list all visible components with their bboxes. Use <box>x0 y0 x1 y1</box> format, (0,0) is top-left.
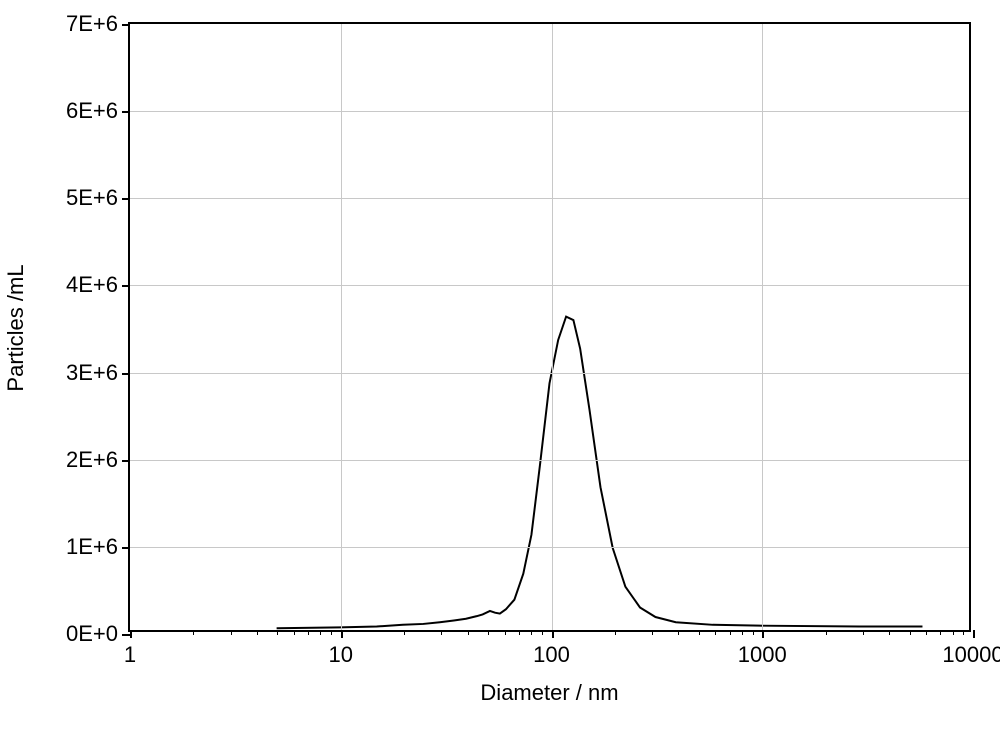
x-tick-minor <box>294 630 295 635</box>
x-tick-minor <box>308 630 309 635</box>
gridline-horizontal <box>130 111 969 112</box>
x-tick-minor <box>863 630 864 635</box>
y-tick-label: 4E+6 <box>66 272 130 298</box>
x-axis-label: Diameter / nm <box>400 680 700 706</box>
gridline-vertical <box>552 24 553 630</box>
x-tick-minor <box>468 630 469 635</box>
x-tick-label: 1 <box>124 630 136 668</box>
data-line-svg <box>130 24 969 630</box>
y-tick-label: 7E+6 <box>66 11 130 37</box>
gridline-horizontal <box>130 285 969 286</box>
x-tick-minor <box>277 630 278 635</box>
x-tick-minor <box>963 630 964 635</box>
x-tick-minor <box>889 630 890 635</box>
gridline-horizontal <box>130 198 969 199</box>
y-tick-label: 3E+6 <box>66 360 130 386</box>
series-particle-distribution <box>277 317 923 629</box>
y-tick-label: 0E+0 <box>66 621 130 647</box>
x-tick-label: 1000 <box>738 630 787 668</box>
x-tick-minor <box>953 630 954 635</box>
x-tick-minor <box>699 630 700 635</box>
x-tick-minor <box>519 630 520 635</box>
x-tick-minor <box>404 630 405 635</box>
particle-size-chart: 0E+0 1E+6 2E+6 3E+6 4E+6 5E+6 6E+6 7E+6 1 10 100 10… <box>0 0 1000 732</box>
y-tick-label: 6E+6 <box>66 98 130 124</box>
x-tick-label: 100 <box>533 630 570 668</box>
y-tick-label: 2E+6 <box>66 447 130 473</box>
x-tick-minor <box>488 630 489 635</box>
x-tick-minor <box>940 630 941 635</box>
x-tick-minor <box>730 630 731 635</box>
x-tick-minor <box>231 630 232 635</box>
gridline-horizontal <box>130 373 969 374</box>
x-tick-minor <box>531 630 532 635</box>
y-tick-label: 1E+6 <box>66 534 130 560</box>
y-axis-label: Particles /mL <box>3 228 29 428</box>
x-tick-minor <box>652 630 653 635</box>
x-tick-minor <box>753 630 754 635</box>
x-tick-label: 10 <box>329 630 353 668</box>
x-tick-minor <box>441 630 442 635</box>
x-tick-minor <box>826 630 827 635</box>
gridline-vertical <box>341 24 342 630</box>
y-tick-label: 5E+6 <box>66 185 130 211</box>
x-tick-minor <box>257 630 258 635</box>
x-tick-minor <box>542 630 543 635</box>
x-tick-minor <box>715 630 716 635</box>
x-tick-minor <box>320 630 321 635</box>
gridline-horizontal <box>130 547 969 548</box>
x-tick-minor <box>678 630 679 635</box>
x-tick-minor <box>505 630 506 635</box>
x-tick-minor <box>926 630 927 635</box>
x-tick-minor <box>615 630 616 635</box>
gridline-horizontal <box>130 460 969 461</box>
x-tick-minor <box>910 630 911 635</box>
gridline-vertical <box>762 24 763 630</box>
x-tick-minor <box>193 630 194 635</box>
x-tick-minor <box>331 630 332 635</box>
x-tick-minor <box>742 630 743 635</box>
x-tick-label: 10000 <box>942 630 1000 668</box>
plot-area: 0E+01E+62E+63E+64E+65E+66E+67E+611010010… <box>128 22 971 632</box>
